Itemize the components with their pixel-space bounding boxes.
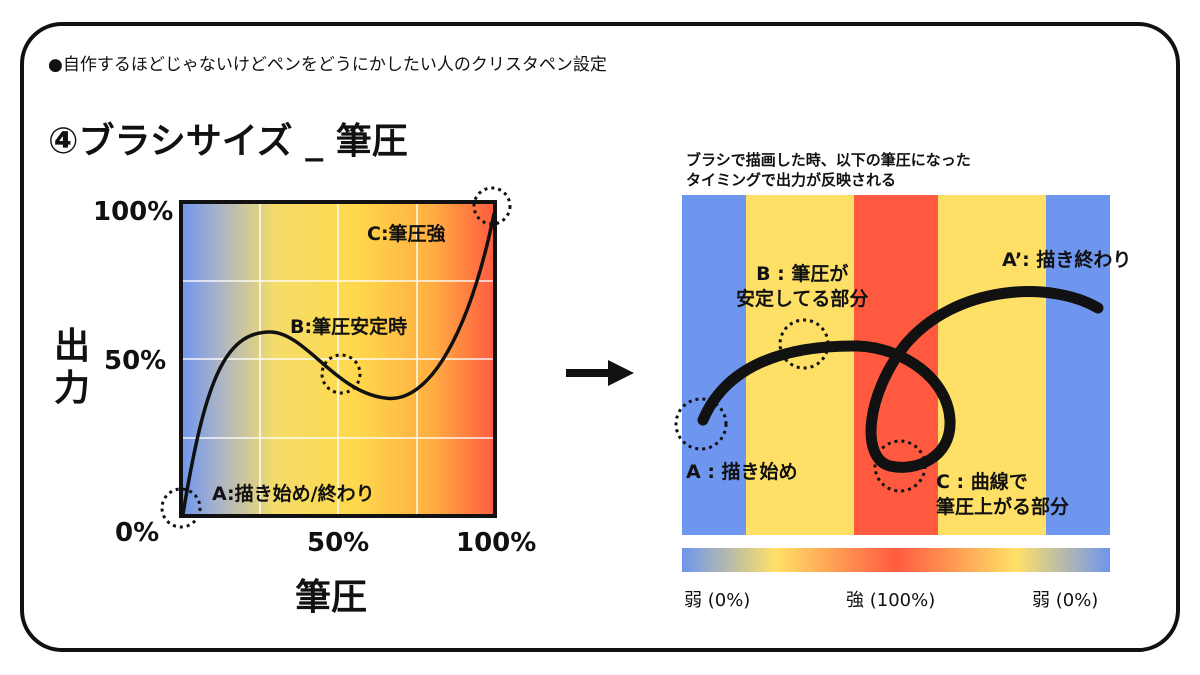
- band-mid-right: [938, 195, 1046, 535]
- point-a-marker: [160, 487, 202, 529]
- slide-frame: [20, 22, 1180, 652]
- stroke-a-end-label: A’: 描き終わり: [1002, 249, 1132, 271]
- stroke-c-label-line2: 筆圧上がる部分: [936, 496, 1070, 518]
- x-axis-label: 筆圧: [295, 577, 368, 618]
- x-tick-50: 50%: [307, 528, 370, 558]
- scale-right-label: 弱 (0%): [1032, 590, 1099, 611]
- stroke-caption-line1: ブラシで描画した時、以下の筆圧になった: [686, 151, 971, 169]
- header-text: ●自作するほどじゃないけどペンをどうにかしたい人のクリスタペン設定: [48, 55, 607, 75]
- point-c-label: C:筆圧強: [367, 223, 446, 245]
- graph-border: [179, 200, 497, 518]
- pressure-curve: [181, 212, 496, 516]
- brush-stroke: [697, 286, 1104, 473]
- stroke-b-label-line1: B : 筆圧が: [756, 263, 849, 285]
- scale-left-label: 弱 (0%): [684, 590, 751, 611]
- stroke-panel: [674, 195, 1110, 535]
- point-a-label: A:描き始め/終わり: [212, 483, 375, 505]
- y-tick-0: 0%: [115, 518, 160, 548]
- stroke-curve-marker: [873, 439, 927, 493]
- stroke-b-label: B : 筆圧が 安定してる部分: [736, 262, 868, 312]
- scale-center-label: 強 (100%): [846, 590, 936, 611]
- x-tick-100: 100%: [456, 528, 537, 558]
- point-b-label: B:筆圧安定時: [290, 316, 408, 338]
- stroke-a-start-label: A : 描き始め: [686, 461, 798, 483]
- stroke-caption-line2: タイミングで出力が反映される: [686, 171, 897, 189]
- section-title: ④ブラシサイズ _ 筆圧: [48, 121, 408, 162]
- band-weak-right: [1046, 195, 1110, 535]
- stroke-b-label-line2: 安定してる部分: [736, 288, 869, 310]
- y-axis-label: 出力: [54, 326, 91, 409]
- point-b-marker: [320, 353, 362, 395]
- stroke-c-label-line1: C : 曲線で: [936, 471, 1028, 493]
- pressure-graph: [160, 186, 512, 529]
- point-c-marker: [472, 186, 512, 226]
- y-tick-100: 100%: [93, 197, 174, 227]
- band-weak-left: [682, 195, 746, 535]
- right-arrow-icon: [566, 360, 634, 386]
- stroke-c-label: C : 曲線で 筆圧上がる部分: [936, 470, 1069, 520]
- stroke-stable-marker: [778, 318, 830, 370]
- stroke-caption: ブラシで描画した時、以下の筆圧になった タイミングで出力が反映される: [686, 150, 1106, 190]
- y-tick-50: 50%: [104, 346, 167, 376]
- stroke-start-marker: [674, 397, 728, 451]
- pressure-scale-bar: [682, 548, 1110, 572]
